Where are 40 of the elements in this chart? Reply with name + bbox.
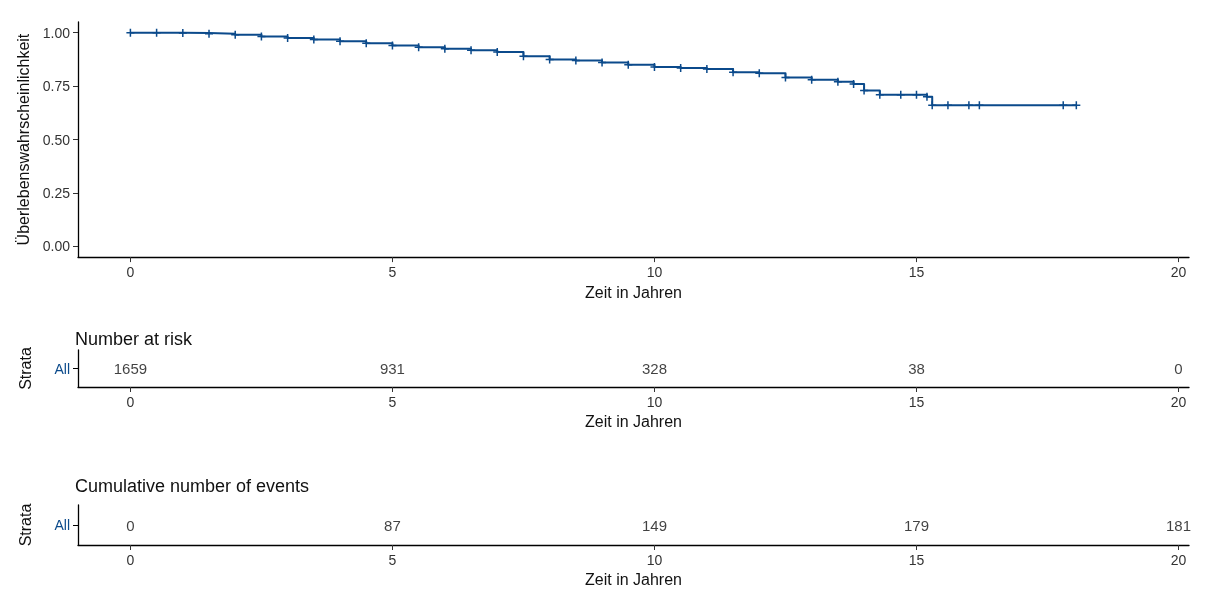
y-axis-title: Strata: [16, 503, 34, 547]
x-tick-label: 15: [908, 552, 925, 568]
y-tick-label: 0.75: [42, 78, 71, 95]
x-tick-label: 5: [388, 264, 397, 281]
x-tick-label: 5: [388, 394, 397, 410]
y-tick-label: 1.00: [42, 24, 71, 41]
data-label: 149: [641, 516, 667, 534]
x-tick-label: 0: [126, 552, 135, 568]
x-axis-title: Zeit in Jahren: [585, 412, 682, 430]
x-tick-label: 20: [1170, 264, 1187, 281]
y-tick-label: 0.25: [42, 184, 71, 201]
x-axis-title: Zeit in Jahren: [585, 283, 682, 301]
data-label: 1659: [113, 360, 148, 377]
x-tick-label: 15: [908, 394, 925, 410]
data-label: 328: [641, 360, 667, 377]
x-tick-label: 5: [388, 552, 397, 568]
y-axis-title: Strata: [16, 347, 34, 390]
data-label: 0: [126, 516, 135, 534]
y-tick-label: All: [54, 360, 70, 377]
data-label: 38: [908, 360, 925, 377]
y-axis-title: Überlebenswahrscheinlichkeit: [15, 33, 33, 246]
y-tick-label: 0.50: [42, 131, 71, 148]
data-label: 87: [384, 516, 401, 534]
x-tick-label: 10: [646, 394, 663, 410]
x-tick-label: 0: [126, 394, 135, 410]
y-tick-label: All: [54, 517, 70, 533]
chart-title: Cumulative number of events: [75, 476, 310, 496]
x-tick-label: 0: [126, 264, 135, 281]
x-tick-label: 15: [908, 264, 925, 281]
data-label: 179: [903, 516, 930, 534]
x-axis-title: Zeit in Jahren: [585, 570, 682, 588]
y-tick-label: 0.00: [42, 238, 71, 255]
x-tick-label: 10: [646, 552, 663, 568]
x-tick-label: 20: [1170, 394, 1187, 410]
data-label: 0: [1174, 360, 1183, 377]
x-tick-label: 10: [646, 264, 663, 281]
data-label: 181: [1166, 516, 1192, 534]
data-label: 931: [379, 360, 405, 377]
chart-title: Number at risk: [75, 329, 194, 349]
x-tick-label: 20: [1170, 552, 1187, 568]
